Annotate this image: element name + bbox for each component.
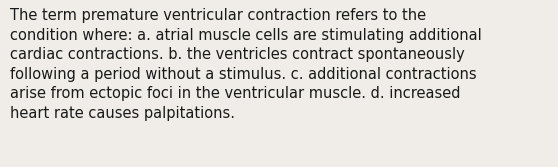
Text: condition where: a. atrial muscle cells are stimulating additional: condition where: a. atrial muscle cells … — [10, 28, 482, 43]
Text: following a period without a stimulus. c. additional contractions: following a period without a stimulus. c… — [10, 67, 477, 82]
Text: heart rate causes palpitations.: heart rate causes palpitations. — [10, 106, 235, 121]
Text: arise from ectopic foci in the ventricular muscle. d. increased: arise from ectopic foci in the ventricul… — [10, 86, 460, 101]
Text: cardiac contractions. b. the ventricles contract spontaneously: cardiac contractions. b. the ventricles … — [10, 47, 465, 62]
Text: The term premature ventricular contraction refers to the: The term premature ventricular contracti… — [10, 8, 426, 23]
